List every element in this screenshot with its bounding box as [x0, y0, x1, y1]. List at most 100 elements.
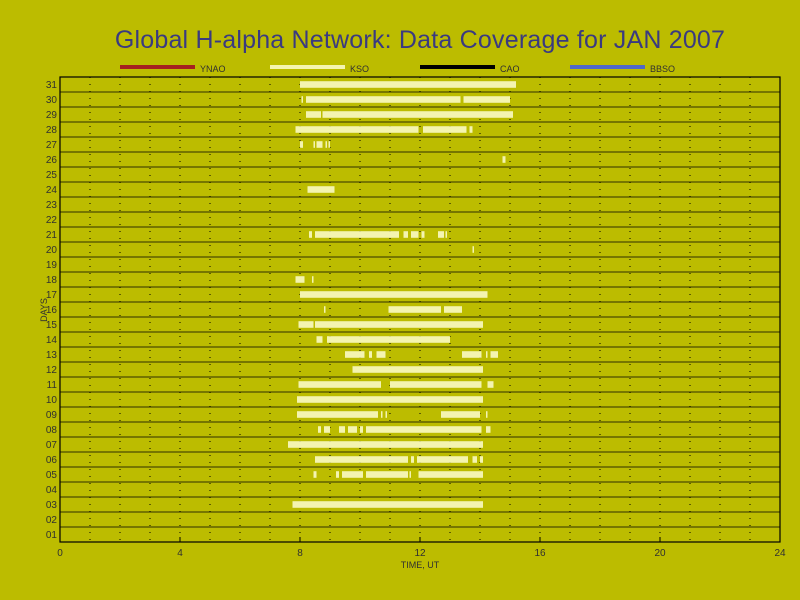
legend-swatch-ynao	[120, 65, 195, 69]
coverage-bar-kso	[423, 126, 467, 133]
legend: YNAO KSO CAO BBSO	[120, 64, 675, 74]
chart-title: Global H-alpha Network: Data Coverage fo…	[114, 26, 726, 54]
legend-label-kso: KSO	[350, 64, 369, 74]
coverage-bar-kso	[313, 141, 315, 148]
coverage-bar-kso	[445, 231, 447, 238]
coverage-bar-kso	[421, 231, 425, 238]
y-tick-label: 31	[46, 80, 58, 91]
coverage-bar-kso	[486, 426, 491, 433]
y-tick-label: 20	[46, 245, 58, 256]
coverage-bar-kso	[462, 351, 482, 358]
coverage-bar-kso	[295, 276, 305, 283]
coverage-bar-kso	[297, 396, 483, 403]
coverage-bar-kso	[328, 141, 330, 148]
coverage-bar-kso	[301, 96, 303, 103]
coverage-bar-kso	[441, 411, 480, 418]
x-tick-label: 16	[534, 548, 546, 559]
coverage-bar-kso	[345, 351, 365, 358]
x-tick-label: 20	[654, 548, 666, 559]
coverage-bar-kso	[315, 456, 408, 463]
y-tick-label: 03	[46, 500, 58, 511]
y-tick-label: 23	[46, 200, 58, 211]
coverage-bar-kso	[487, 381, 494, 388]
x-tick-label: 0	[57, 548, 63, 559]
coverage-bar-kso	[348, 426, 357, 433]
coverage-bar-kso	[298, 321, 314, 328]
coverage-bar-kso	[318, 426, 321, 433]
coverage-bar-kso	[342, 471, 363, 478]
coverage-bar-kso	[411, 456, 414, 463]
y-tick-label: 15	[46, 320, 58, 331]
y-tick-label: 16	[46, 305, 58, 316]
y-tick-label: 02	[46, 515, 58, 526]
coverage-bar-kso	[327, 336, 450, 343]
coverage-bar-kso	[352, 366, 483, 373]
coverage-bar-kso	[315, 321, 483, 328]
y-tick-label: 17	[46, 290, 58, 301]
y-tick-label: 21	[46, 230, 58, 241]
coverage-bar-kso	[381, 411, 383, 418]
y-tick-label: 12	[46, 365, 58, 376]
coverage-bar-kso	[324, 426, 330, 433]
coverage-bar-kso	[409, 471, 411, 478]
coverage-bar-kso	[309, 231, 312, 238]
y-tick-label: 25	[46, 170, 58, 181]
y-tick-label: 08	[46, 425, 58, 436]
y-tick-label: 26	[46, 155, 58, 166]
coverage-bar-kso	[390, 381, 482, 388]
coverage-bar-kso	[300, 141, 303, 148]
legend-swatch-kso	[270, 65, 345, 69]
coverage-bars	[288, 81, 516, 508]
coverage-bar-kso	[339, 426, 345, 433]
coverage-bar-kso	[336, 471, 339, 478]
coverage-bar-kso	[300, 81, 516, 88]
y-tick-label: 06	[46, 455, 58, 466]
legend-swatch-cao	[420, 65, 495, 69]
coverage-bar-kso	[480, 456, 483, 463]
coverage-bar-kso	[292, 501, 483, 508]
x-tick-label: 24	[774, 548, 786, 559]
coverage-bar-kso	[438, 231, 444, 238]
coverage-bar-kso	[324, 306, 326, 313]
y-axis-label: DAYS	[39, 298, 49, 322]
legend-label-bbso: BBSO	[650, 64, 675, 74]
coverage-bar-kso	[322, 111, 513, 118]
coverage-bar-kso	[486, 411, 488, 418]
y-tick-label: 07	[46, 440, 58, 451]
coverage-bar-kso	[316, 336, 323, 343]
coverage-bar-kso	[366, 426, 482, 433]
coverage-bar-kso	[469, 126, 473, 133]
y-tick-label: 10	[46, 395, 58, 406]
coverage-bar-kso	[417, 456, 468, 463]
coverage-bar-kso	[366, 471, 408, 478]
y-tick-label: 11	[47, 380, 58, 391]
coverage-bar-kso	[307, 186, 335, 193]
coverage-bar-kso	[325, 141, 327, 148]
y-tick-label: 13	[46, 350, 58, 361]
y-tick-label: 30	[46, 95, 58, 106]
y-tick-label: 29	[46, 110, 58, 121]
y-tick-label: 04	[46, 485, 58, 496]
coverage-bar-kso	[376, 351, 386, 358]
coverage-bar-kso	[385, 411, 387, 418]
y-tick-label: 05	[46, 470, 58, 481]
coverage-bar-kso	[300, 291, 488, 298]
y-tick-label: 19	[46, 260, 58, 271]
y-tick-label: 01	[46, 530, 58, 541]
coverage-bar-kso	[472, 246, 474, 253]
y-tick-label: 24	[46, 185, 58, 196]
y-tick-label: 18	[46, 275, 58, 286]
coverage-bar-kso	[316, 141, 323, 148]
legend-label-ynao: YNAO	[200, 64, 226, 74]
y-tick-label: 09	[46, 410, 58, 421]
legend-label-cao: CAO	[500, 64, 520, 74]
grid	[60, 76, 780, 543]
coverage-bar-kso	[306, 111, 321, 118]
coverage-bar-kso	[411, 231, 419, 238]
y-tick-label: 14	[46, 335, 58, 346]
coverage-bar-kso	[306, 96, 461, 103]
coverage-bar-kso	[288, 441, 483, 448]
coverage-bar-kso	[313, 471, 317, 478]
